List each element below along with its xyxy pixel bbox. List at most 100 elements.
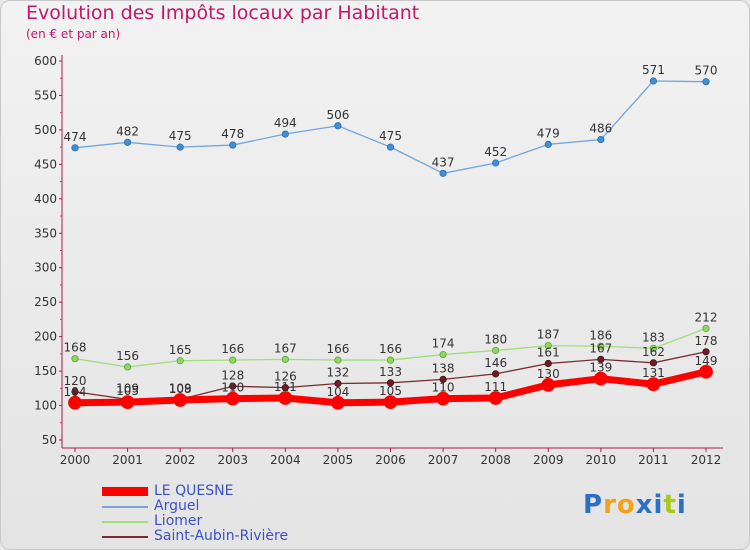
data-point-liomer (71, 355, 79, 363)
logo-letter: i (653, 490, 664, 520)
data-label-arguel: 482 (116, 124, 139, 138)
data-point-arguel (176, 143, 184, 151)
data-point-le_quesne (646, 377, 661, 392)
data-point-arguel (544, 140, 552, 148)
legend-label-le-quesne: LE QUESNE (154, 483, 234, 499)
data-point-le_quesne (278, 391, 293, 405)
data-label-saint_aubin: 128 (221, 368, 244, 382)
data-point-saint_aubin (702, 348, 710, 356)
data-point-saint_aubin (334, 379, 342, 388)
x-tick-label: 2008 (480, 453, 511, 467)
data-label-le_quesne: 111 (274, 380, 297, 394)
data-label-arguel: 479 (537, 126, 560, 140)
data-point-saint_aubin (597, 355, 605, 363)
data-label-le_quesne: 130 (537, 367, 560, 381)
x-tick-label: 2004 (270, 453, 301, 467)
data-label-liomer: 165 (169, 343, 192, 357)
data-point-arguel (334, 122, 342, 130)
data-point-saint_aubin (71, 388, 79, 396)
legend-swatch-saint-aubin-riviere (102, 536, 148, 538)
data-label-arguel: 570 (695, 64, 718, 78)
legend-swatch-le-quesne (102, 487, 148, 496)
x-tick-label: 2006 (375, 453, 406, 467)
data-point-le_quesne (383, 395, 398, 410)
data-label-arguel: 452 (484, 145, 507, 159)
data-label-le_quesne: 149 (695, 354, 718, 368)
data-label-liomer: 166 (379, 342, 402, 356)
data-label-liomer: 212 (695, 310, 718, 324)
data-point-saint_aubin (649, 359, 658, 367)
data-point-arguel (229, 141, 237, 149)
data-label-liomer: 180 (484, 332, 507, 346)
y-tick-label: 150 (34, 364, 57, 378)
logo-letter: x (635, 490, 654, 520)
data-label-arguel: 475 (169, 129, 192, 143)
x-tick-label: 2012 (691, 453, 722, 467)
data-label-liomer: 186 (589, 328, 612, 342)
data-point-le_quesne (173, 393, 188, 407)
data-point-arguel (492, 159, 500, 167)
data-label-saint_aubin: 133 (379, 365, 402, 379)
data-label-le_quesne: 111 (484, 380, 507, 394)
data-label-arguel: 571 (642, 63, 665, 77)
data-point-arguel (649, 77, 658, 85)
data-label-liomer: 166 (326, 342, 349, 356)
data-label-saint_aubin: 126 (274, 370, 297, 384)
data-point-le_quesne (68, 395, 82, 410)
x-tick-label: 2001 (112, 453, 143, 467)
x-tick-label: 2005 (323, 453, 354, 467)
data-point-le_quesne (541, 377, 556, 392)
data-label-arguel: 506 (326, 108, 349, 122)
data-label-liomer: 166 (221, 342, 244, 356)
data-point-liomer (386, 356, 395, 364)
x-tick-label: 2010 (586, 453, 617, 467)
data-label-saint_aubin: 178 (695, 334, 718, 348)
logo-letter: i (676, 490, 687, 520)
data-label-liomer: 187 (537, 328, 560, 342)
legend-label-arguel: Arguel (154, 498, 200, 514)
y-tick-label: 600 (34, 54, 57, 68)
y-tick-label: 200 (34, 330, 57, 344)
chart-title: Evolution des Impôts locaux par Habitant (26, 2, 420, 24)
x-tick-label: 2000 (60, 453, 91, 467)
data-label-arguel: 437 (432, 155, 455, 169)
data-point-le_quesne (488, 391, 503, 405)
data-label-liomer: 183 (642, 330, 665, 344)
y-tick-label: 400 (34, 192, 57, 206)
data-point-le_quesne (120, 395, 135, 410)
data-point-liomer (702, 324, 710, 332)
data-point-arguel (702, 78, 710, 86)
data-point-liomer (229, 356, 237, 364)
data-label-saint_aubin: 146 (484, 356, 507, 370)
data-label-le_quesne: 110 (432, 381, 455, 395)
data-label-le_quesne: 105 (116, 384, 139, 398)
logo-letter: o (616, 490, 636, 520)
data-label-arguel: 475 (379, 129, 402, 143)
x-tick-label: 2002 (165, 453, 196, 467)
data-label-liomer: 174 (432, 337, 455, 351)
x-tick-label: 2011 (638, 453, 669, 467)
data-point-saint_aubin (281, 384, 289, 392)
data-point-liomer (649, 344, 658, 352)
data-point-le_quesne (331, 395, 345, 410)
data-point-le_quesne (593, 371, 608, 386)
data-label-arguel: 494 (274, 116, 297, 130)
y-tick-label: 50 (42, 433, 57, 447)
data-point-arguel (281, 130, 289, 138)
data-point-liomer (597, 342, 605, 350)
data-label-liomer: 167 (274, 341, 297, 355)
y-tick-label: 500 (34, 123, 57, 137)
data-point-arguel (386, 143, 395, 151)
y-tick-label: 100 (34, 399, 57, 413)
logo-letter: t (663, 490, 677, 520)
data-label-arguel: 478 (221, 127, 244, 141)
y-tick-label: 550 (34, 88, 57, 102)
data-point-liomer (281, 355, 289, 363)
data-point-le_quesne (436, 391, 450, 406)
data-point-le_quesne (699, 364, 713, 379)
data-label-liomer: 168 (64, 341, 87, 355)
data-point-le_quesne (225, 391, 240, 406)
data-label-arguel: 474 (64, 130, 87, 144)
